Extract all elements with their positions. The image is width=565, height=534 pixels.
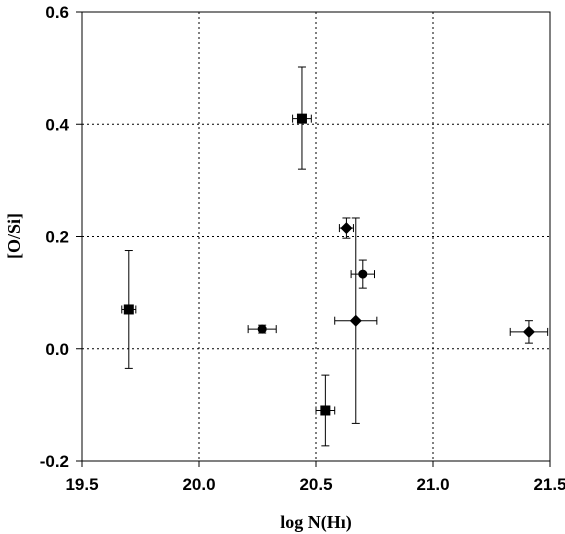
y-tick-label: 0.6 — [45, 3, 69, 22]
x-tick-label: 19.5 — [65, 475, 98, 494]
x-axis-ticks: 19.5 20.0 20.5 21.0 21.5 — [65, 461, 565, 494]
data-point-diamond — [334, 217, 378, 424]
data-point-square — [315, 374, 336, 447]
data-point-square — [292, 66, 312, 170]
data-point-circle — [350, 259, 375, 289]
diamond-marker — [340, 222, 353, 235]
grid — [82, 12, 550, 461]
diamond-marker — [522, 325, 535, 338]
x-tick-label: 20.5 — [299, 475, 332, 494]
data-points — [121, 66, 549, 447]
x-tick-label: 20.0 — [182, 475, 215, 494]
circle-marker — [257, 324, 267, 334]
data-point-diamond — [509, 320, 549, 344]
x-axis-title: log N(Hı) — [280, 512, 352, 533]
y-tick-label: 0.2 — [45, 228, 69, 247]
diamond-marker — [349, 314, 362, 327]
y-axis-ticks: -0.2 0.0 0.2 0.4 0.6 — [40, 3, 82, 471]
square-marker — [123, 304, 134, 315]
y-tick-label: 0.4 — [45, 115, 69, 134]
y-tick-label: -0.2 — [40, 452, 69, 471]
square-marker — [320, 405, 331, 416]
y-axis-title: [O/Si] — [4, 213, 24, 259]
y-tick-label: 0.0 — [45, 340, 69, 359]
x-tick-label: 21.5 — [533, 475, 565, 494]
square-marker — [296, 113, 307, 124]
circle-marker — [358, 269, 368, 279]
data-point-diamond — [338, 217, 354, 239]
data-point-square — [121, 250, 137, 369]
x-tick-label: 21.0 — [416, 475, 449, 494]
data-point-circle — [247, 324, 277, 334]
